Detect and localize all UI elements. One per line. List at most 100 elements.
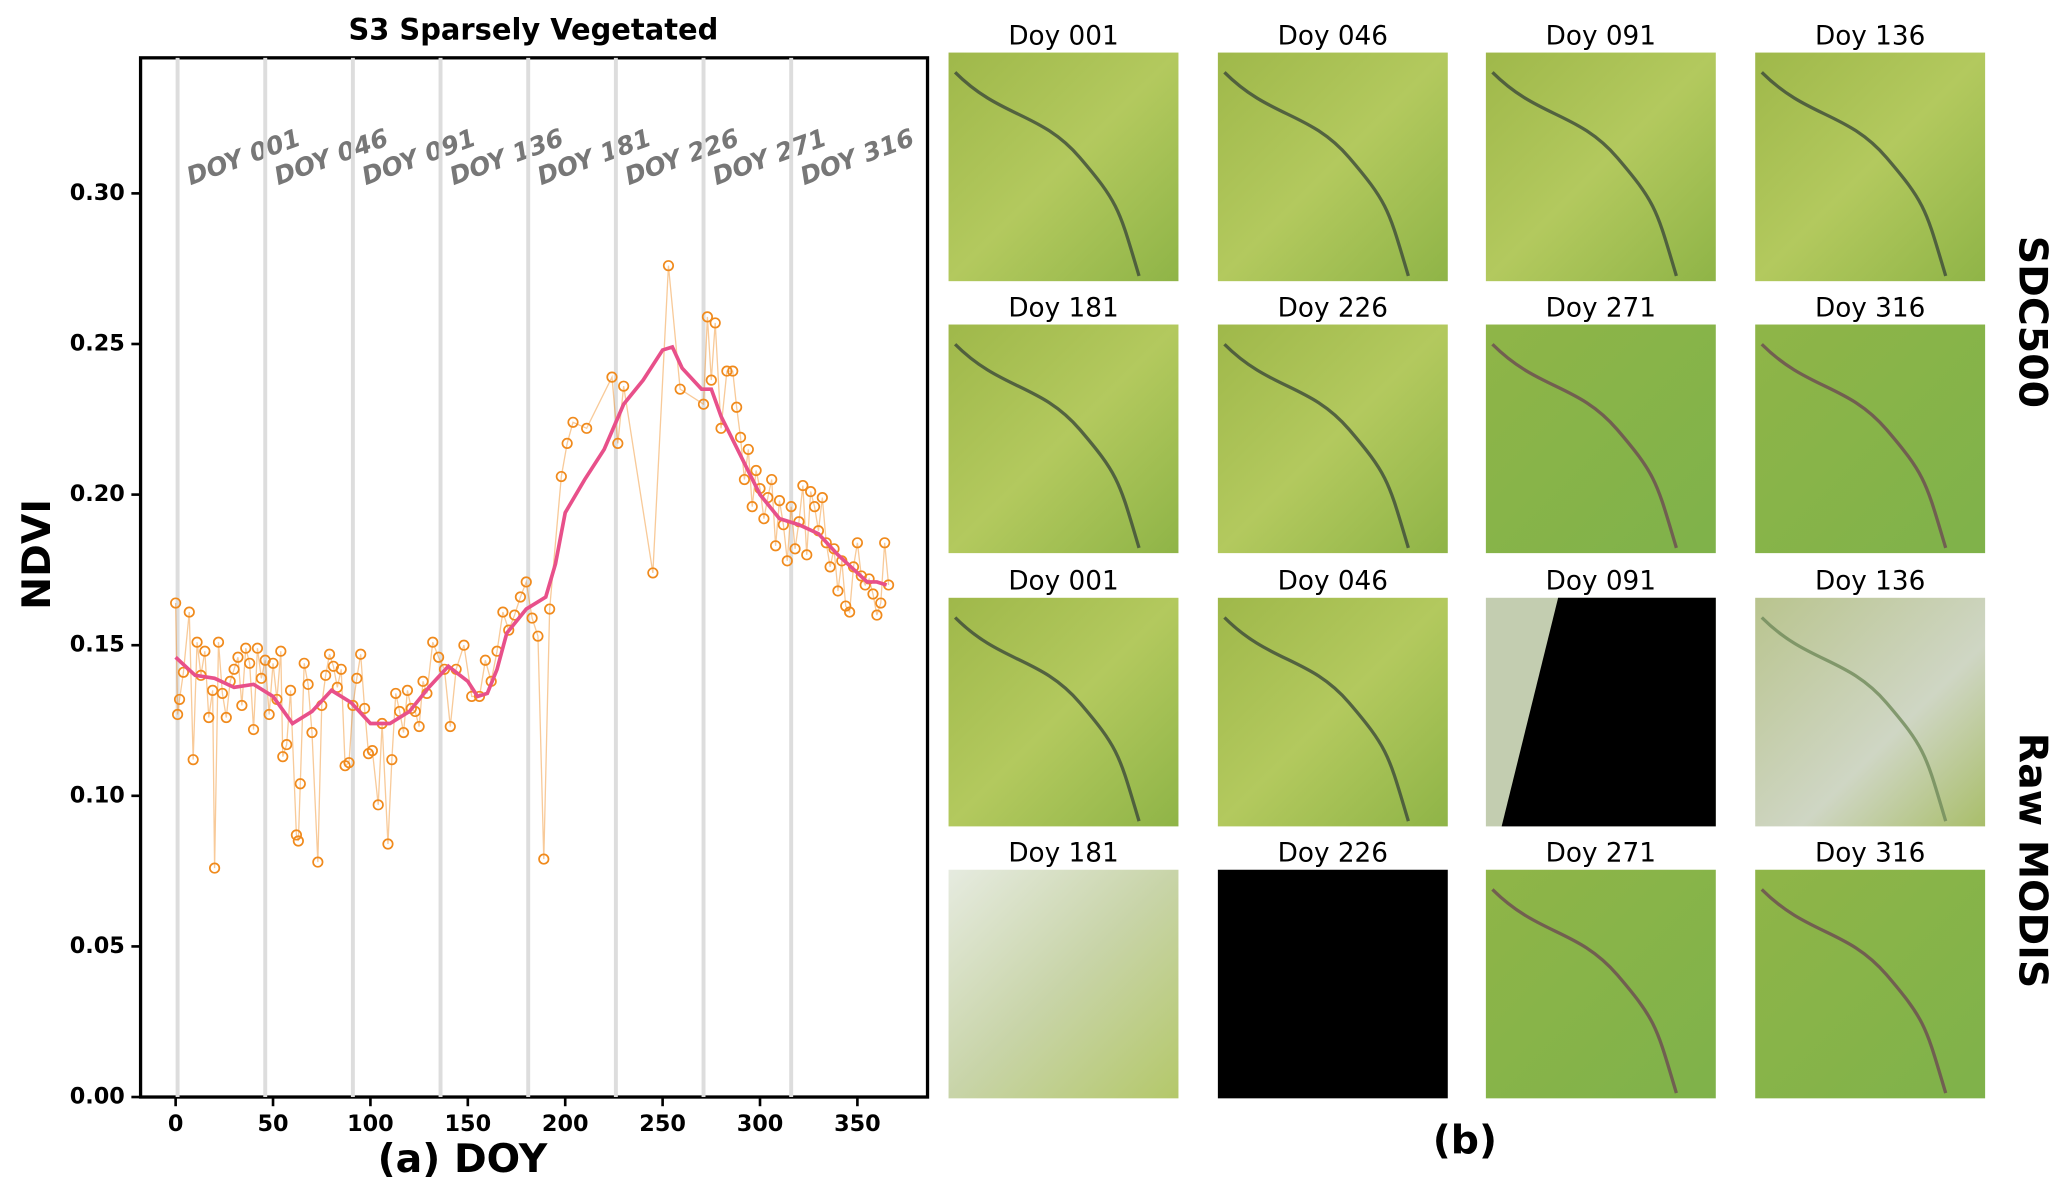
y-tick-label: 0.00: [70, 1084, 125, 1110]
tile-label: Doy 046: [1278, 21, 1388, 51]
row-group-label: Raw MODIS: [2009, 733, 2055, 989]
data-point: [355, 648, 367, 660]
x-tick-label: 300: [737, 1111, 784, 1137]
data-point: [606, 371, 618, 383]
data-point: [320, 669, 332, 681]
x-tick-label: 0: [168, 1111, 184, 1137]
data-point: [770, 540, 782, 552]
x-tick-label: 150: [445, 1111, 492, 1137]
tile-label: Doy 136: [1815, 567, 1925, 597]
tile-shape: [1485, 324, 1716, 554]
data-point: [263, 708, 275, 721]
data-point: [292, 835, 304, 847]
data-point: [555, 470, 567, 483]
satellite-tile: [1485, 324, 1716, 554]
data-point: [567, 416, 579, 428]
data-point: [251, 642, 264, 654]
data-point: [191, 636, 203, 648]
data-point: [433, 651, 445, 663]
data-point: [255, 672, 267, 684]
satellite-tile: [1485, 597, 1716, 827]
data-point: [473, 690, 486, 702]
data-point: [343, 757, 355, 769]
data-point: [335, 663, 347, 675]
data-point: [734, 431, 747, 443]
data-point: [413, 720, 425, 733]
data-point: [236, 699, 248, 712]
data-point: [727, 365, 739, 377]
chart-title: S3 Sparsely Vegetated: [348, 13, 718, 47]
satellite-tile: [1755, 324, 1986, 554]
data-point: [458, 639, 470, 651]
data-point: [797, 479, 809, 492]
data-point: [844, 606, 856, 618]
data-point: [372, 799, 384, 811]
tile-label: Doy 181: [1008, 838, 1118, 868]
data-point: [284, 684, 297, 696]
data-point: [618, 380, 630, 392]
data-point: [701, 311, 713, 323]
data-point: [298, 657, 310, 669]
row-group-label: SDC500: [2009, 236, 2055, 408]
data-point: [427, 636, 439, 648]
data-point: [824, 561, 836, 573]
tile-shape: [1501, 597, 1716, 827]
data-point: [216, 687, 228, 699]
data-point: [417, 675, 429, 687]
tile-shape: [948, 869, 1179, 1099]
data-point: [312, 856, 324, 868]
x-tick-label: 250: [639, 1111, 686, 1137]
tile-label: Doy 271: [1546, 838, 1656, 868]
data-point: [738, 473, 751, 486]
data-point: [721, 365, 733, 377]
y-tick-label: 0.30: [70, 180, 125, 206]
data-point: [209, 862, 221, 874]
data-point: [386, 754, 398, 766]
data-point: [820, 537, 832, 549]
tile-label: Doy 181: [1008, 293, 1118, 323]
tile-shape: [1485, 52, 1716, 282]
data-point: [247, 723, 260, 736]
data-point: [323, 648, 336, 660]
data-point: [544, 603, 556, 615]
tile-label: Doy 316: [1815, 293, 1925, 323]
tile-shape: [948, 324, 1179, 554]
y-tick-label: 0.25: [70, 330, 125, 356]
data-point: [867, 588, 879, 600]
satellite-tile: [1755, 52, 1986, 282]
data-point: [240, 642, 252, 654]
data-point: [750, 464, 762, 477]
satellite-tile: [948, 324, 1179, 554]
data-point: [267, 657, 279, 669]
data-point: [479, 654, 491, 666]
tile-shape: [948, 52, 1179, 282]
data-point: [705, 374, 717, 386]
satellite-tile: [948, 52, 1179, 282]
plot-frame: [138, 56, 930, 1099]
data-point: [766, 473, 778, 486]
y-axis-label: NDVI: [14, 499, 60, 610]
data-point: [781, 555, 793, 567]
panel-label: (b): [1433, 1118, 1497, 1164]
tile-label: Doy 001: [1008, 21, 1118, 51]
data-point: [390, 687, 402, 699]
data-point: [220, 711, 232, 724]
data-point: [832, 585, 844, 597]
smoothed-line: [174, 344, 888, 726]
data-point: [173, 693, 186, 706]
tile-shape: [953, 343, 1141, 549]
data-point: [366, 745, 378, 757]
satellite-tile: [1755, 869, 1986, 1099]
data-point: [232, 651, 244, 663]
tile-shape: [1223, 71, 1410, 277]
tile-shape: [1755, 597, 1986, 827]
data-point: [212, 636, 225, 648]
tile-shape: [1760, 71, 1948, 277]
tile-shape: [1223, 616, 1410, 822]
tile-label: Doy 226: [1278, 293, 1388, 323]
data-point: [808, 501, 821, 513]
x-tick-label: 350: [834, 1111, 881, 1137]
data-point: [401, 684, 414, 696]
data-point: [382, 838, 394, 850]
data-point: [177, 666, 190, 678]
